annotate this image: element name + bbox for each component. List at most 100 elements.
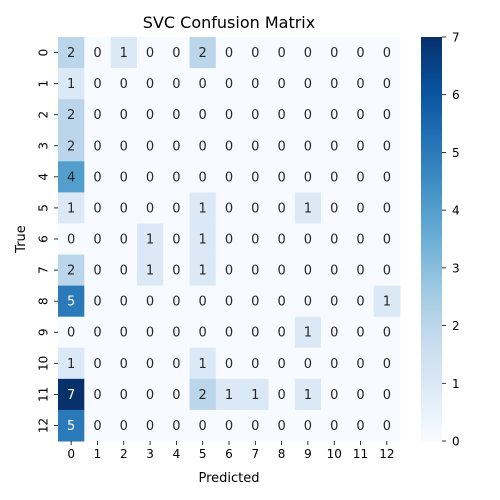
cell-value-label: 0: [277, 139, 285, 154]
heatmap-cell: [373, 409, 401, 442]
cell-value-label: 0: [304, 264, 312, 279]
cell-value-label: 0: [251, 295, 259, 310]
heatmap-cell: [136, 192, 164, 224]
cell-value-label: 0: [330, 201, 338, 216]
heatmap-cell: [242, 68, 269, 100]
heatmap-cell: [136, 130, 164, 162]
heatmap-cell: [189, 347, 217, 380]
y-tick-label: 1: [37, 80, 51, 88]
heatmap-cell: [189, 161, 217, 193]
heatmap-cell: [373, 37, 401, 69]
heatmap-cell: [294, 316, 322, 349]
cell-value-label: 0: [304, 419, 312, 434]
x-tick-label: 2: [120, 447, 128, 461]
cell-value-label: 0: [383, 170, 391, 185]
heatmap-cell: [110, 409, 138, 442]
cell-value-label: 0: [356, 233, 364, 248]
heatmap-cell: [163, 409, 191, 442]
cell-value-label: 0: [93, 170, 101, 185]
cell-value-label: 2: [67, 264, 75, 279]
cell-value-label: 0: [146, 170, 154, 185]
cell-value-label: 0: [120, 388, 128, 403]
cell-value-label: 0: [199, 108, 207, 123]
cell-value-label: 0: [383, 264, 391, 279]
cell-value-label: 0: [93, 326, 101, 341]
cell-value-label: 0: [251, 233, 259, 248]
cell-value-label: 0: [120, 170, 128, 185]
cell-value-label: 1: [251, 388, 259, 403]
cell-value-label: 0: [172, 326, 180, 341]
cell-value-label: 1: [199, 201, 207, 216]
cell-value-label: 0: [304, 295, 312, 310]
cell-value-label: 0: [251, 139, 259, 154]
y-tick-label: 7: [37, 266, 51, 274]
heatmap-cell: [215, 99, 243, 131]
cell-value-label: 0: [93, 108, 101, 123]
heatmap-cell: [136, 223, 164, 256]
cell-value-label: 0: [93, 264, 101, 279]
heatmap-cell: [163, 192, 191, 224]
cell-value-label: 0: [146, 357, 154, 372]
heatmap-cell: [268, 68, 296, 100]
cell-value-label: 0: [304, 108, 312, 123]
heatmap-cell: [294, 378, 322, 411]
heatmap-cell: [321, 99, 348, 131]
cell-value-label: 0: [251, 326, 259, 341]
colorbar-tick-label: 0: [452, 435, 460, 449]
heatmap-cell: [268, 378, 296, 411]
colorbar-tick-label: 3: [452, 261, 460, 275]
heatmap-cell: [215, 37, 243, 69]
heatmap-cell: [321, 161, 348, 193]
cell-value-label: 0: [225, 295, 233, 310]
heatmap-cell: [242, 99, 269, 131]
heatmap-cell: [294, 99, 322, 131]
cell-value-label: 1: [67, 357, 75, 372]
heatmap-cell: [373, 192, 401, 224]
cell-value-label: 0: [225, 77, 233, 92]
cell-value-label: 0: [172, 233, 180, 248]
heatmap-cell: [110, 347, 138, 380]
cell-value-label: 2: [67, 46, 75, 61]
heatmap-cell: [347, 130, 375, 162]
cell-value-label: 0: [172, 46, 180, 61]
cell-value-label: 0: [383, 388, 391, 403]
heatmap-cell: [215, 223, 243, 256]
x-tick-label: 3: [146, 447, 154, 461]
cell-value-label: 0: [251, 77, 259, 92]
heatmap-cell: [321, 130, 348, 162]
cell-value-label: 0: [330, 77, 338, 92]
heatmap-cell: [58, 223, 85, 256]
heatmap-cell: [136, 316, 164, 349]
heatmap-cell: [347, 378, 375, 411]
cell-value-label: 0: [383, 419, 391, 434]
heatmap-cell: [294, 347, 322, 380]
y-tick-label: 2: [37, 111, 51, 119]
cell-value-label: 0: [356, 77, 364, 92]
heatmap-cell: [215, 316, 243, 349]
heatmap-cell: [321, 409, 348, 442]
x-tick-label: 1: [94, 447, 102, 461]
cell-value-label: 2: [67, 108, 75, 123]
heatmap-cell: [84, 254, 112, 287]
heatmap-cell: [347, 409, 375, 442]
cell-value-label: 0: [330, 108, 338, 123]
heatmap-cell: [373, 99, 401, 131]
cell-value-label: 5: [67, 419, 75, 434]
cell-value-label: 0: [277, 170, 285, 185]
heatmap-cell: [84, 37, 112, 69]
heatmap-cell: [242, 347, 269, 380]
heatmap-cell: [189, 254, 217, 287]
heatmap-cell: [215, 192, 243, 224]
heatmap-cell: [215, 130, 243, 162]
cell-value-label: 0: [172, 201, 180, 216]
heatmap-cell: [110, 316, 138, 349]
heatmap-cell: [347, 316, 375, 349]
cell-value-label: 0: [172, 419, 180, 434]
cell-value-label: 0: [172, 139, 180, 154]
heatmap-cell: [110, 223, 138, 256]
heatmap-cell: [58, 347, 85, 380]
heatmap-cell: [189, 223, 217, 256]
cell-value-label: 1: [304, 388, 312, 403]
heatmap-cell: [242, 130, 269, 162]
x-tick-label: 5: [199, 447, 207, 461]
